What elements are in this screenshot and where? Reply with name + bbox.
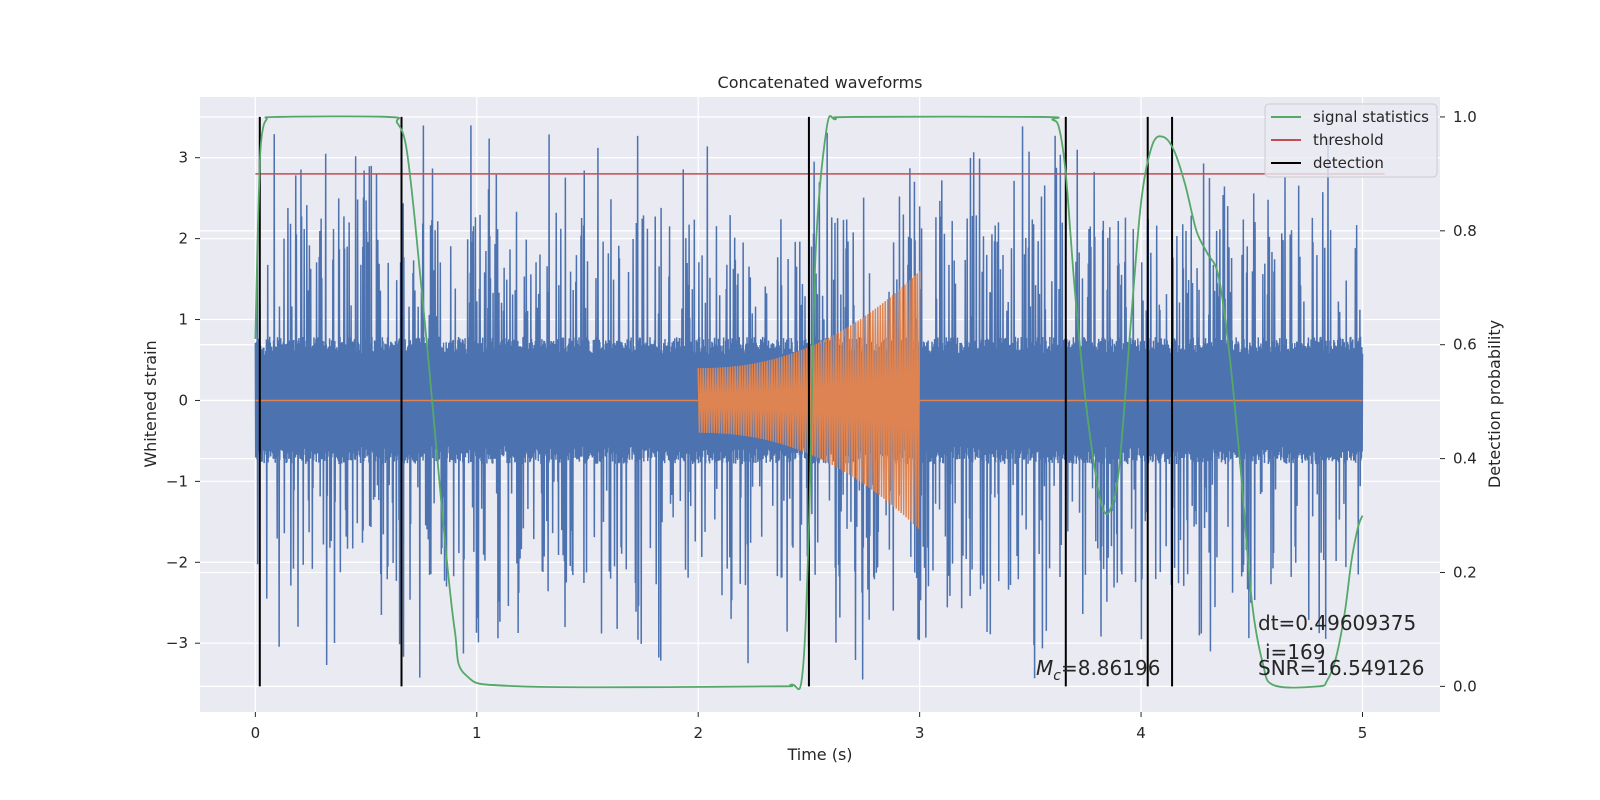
y2-axis-ticks: 0.0 0.2 0.4 0.6 0.8 1.0 — [1440, 108, 1477, 695]
dt-annotation: dt=0.49609375 — [1258, 611, 1416, 635]
legend: signal statistics threshold detection — [1264, 103, 1438, 178]
chirp-mass-value: =8.86196 — [1061, 656, 1160, 680]
snr-annotation: SNR=16.549126 — [1258, 656, 1424, 680]
y-tick-label-3: 0 — [178, 391, 188, 409]
chirp-mass-annotation: Mc=8.86196 — [1036, 656, 1160, 684]
x-tick-label-4: 4 — [1136, 724, 1146, 742]
x-tick-label-0: 0 — [251, 724, 261, 742]
y2-tick-label-5: 1.0 — [1453, 108, 1477, 126]
x-tick-label-2: 2 — [693, 724, 703, 742]
chirp-mass-subscript: c — [1053, 668, 1061, 684]
x-axis-label: Time (s) — [786, 745, 852, 764]
x-tick-label-5: 5 — [1358, 724, 1368, 742]
legend-entry-threshold: threshold — [1313, 131, 1384, 149]
y-axis-ticks: −3 −2 −1 0 1 2 3 — [166, 149, 200, 652]
y-tick-label-5: 2 — [178, 230, 188, 248]
y-axis-label: Whitened strain — [141, 340, 160, 467]
x-tick-label-3: 3 — [915, 724, 925, 742]
y-tick-label-1: −2 — [166, 553, 188, 571]
detection-lines — [258, 116, 1174, 687]
y-tick-label-4: 1 — [178, 311, 188, 329]
x-axis-ticks: 0 1 2 3 4 5 — [251, 712, 1368, 742]
y-tick-label-2: −1 — [166, 472, 188, 490]
y2-tick-label-1: 0.2 — [1453, 563, 1477, 581]
legend-box — [1264, 103, 1438, 178]
y-tick-label-0: −3 — [166, 634, 188, 652]
x-tick-label-1: 1 — [472, 724, 482, 742]
y2-tick-label-0: 0.0 — [1453, 677, 1477, 695]
y-tick-label-6: 3 — [178, 149, 188, 167]
chart-title: Concatenated waveforms — [718, 73, 923, 92]
signal-statistics-line — [254, 115, 1364, 691]
index-annotation: i=169 — [1265, 640, 1326, 664]
plot-content — [254, 115, 1385, 691]
legend-entry-detection: detection — [1313, 154, 1384, 172]
y2-tick-label-2: 0.4 — [1453, 450, 1477, 468]
y2-tick-label-4: 0.8 — [1453, 222, 1477, 240]
annotations: Mc=8.86196 dt=0.49609375 i=169 SNR=16.54… — [1036, 611, 1424, 684]
legend-entry-signal: signal statistics — [1313, 108, 1429, 126]
y2-axis-label: Detection probability — [1485, 320, 1504, 488]
chirp-mass-symbol: M — [1036, 656, 1053, 680]
y2-tick-label-3: 0.6 — [1453, 336, 1477, 354]
